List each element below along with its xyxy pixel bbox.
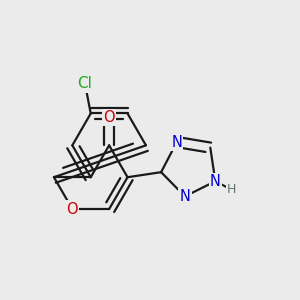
Text: N: N [171, 134, 182, 149]
Text: Cl: Cl [78, 76, 92, 91]
Text: O: O [103, 110, 115, 125]
Text: N: N [210, 174, 221, 189]
Text: N: N [179, 189, 191, 204]
Text: H: H [227, 183, 237, 196]
Text: O: O [67, 202, 78, 217]
